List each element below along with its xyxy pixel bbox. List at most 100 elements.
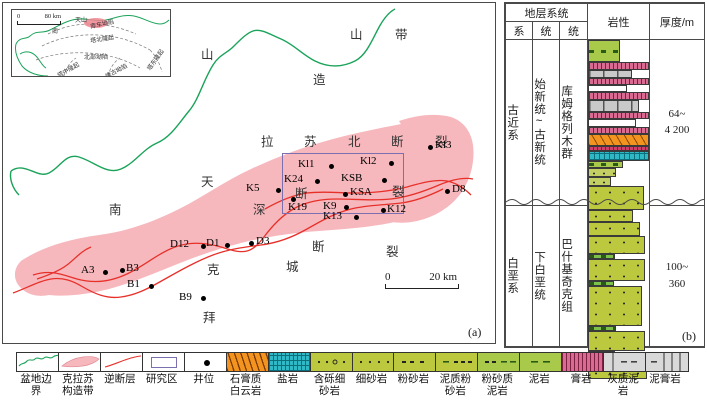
map-region-label: 城: [286, 260, 299, 274]
legend-item: 井位: [183, 352, 228, 386]
well-site-dot[interactable]: [315, 179, 320, 184]
well-site-dot[interactable]: [428, 145, 433, 150]
well-site-dot[interactable]: [382, 178, 387, 183]
legend-item: 克拉苏 构造带: [57, 352, 102, 397]
legend-label: 逆断层: [104, 373, 136, 385]
cell-lithology-column: [587, 39, 650, 379]
legend-label: 含砾细 砂岩: [313, 373, 346, 397]
legend-label: 泥膏岩: [649, 373, 681, 385]
legend-label: 灰质泥岩: [607, 373, 639, 397]
map-region-label: 天: [201, 175, 214, 189]
legend-label: 膏岩: [570, 373, 592, 385]
map-panel: 山山带造天南克拉苏北断裂深断裂断裂城拜 Kl1 Kl2 K24 KSB KSA K19 K9…: [2, 2, 496, 344]
inset-basin-outline-south: [15, 43, 49, 76]
lithology-bed: [588, 281, 614, 286]
well-site-dot[interactable]: [354, 215, 359, 220]
header-thickness: 厚度/m: [649, 3, 705, 40]
map-region-label: 拉: [261, 135, 274, 149]
map-region-label: 山: [350, 28, 363, 42]
legend-item: 石膏质 白云岩: [225, 352, 270, 397]
table-header-row-2: 系 统 统: [505, 21, 705, 40]
well-site-dot[interactable]: [445, 189, 450, 194]
lithology-bed: [588, 112, 649, 119]
well-site-dot[interactable]: [149, 284, 154, 289]
legend-item: 逆断层: [99, 352, 144, 386]
well-site-dot[interactable]: [225, 243, 230, 248]
map-region-label: 克: [207, 263, 220, 277]
lithology-bed: [588, 222, 641, 236]
well-site-dot[interactable]: [201, 244, 206, 249]
gypsum-dolomite-swatch: [225, 352, 270, 372]
silty-mudstone-swatch: [477, 352, 522, 372]
legend-item: 粉砂岩: [393, 352, 438, 386]
lithology-bed: [588, 186, 645, 210]
well-site-label: B3: [126, 262, 139, 274]
table-row: 白垩系 下白垩统 巴什基奇克组 100~ 360: [505, 204, 705, 348]
panel-a-label: (a): [468, 325, 482, 339]
inset-region-label: 塔北隆起: [89, 35, 115, 45]
basin-boundary-line-left: [9, 170, 20, 196]
muddy-siltstone-swatch: [435, 352, 480, 372]
map-region-label: 断: [312, 240, 325, 254]
lithology-bed: [588, 161, 624, 168]
inset-region-label: 库车坳陷: [89, 19, 115, 31]
legend-label: 盆地边界: [20, 373, 52, 397]
well-site-label: D12: [170, 238, 189, 250]
legend-label: 井位: [193, 373, 215, 385]
inset-label-group: 天山南 库车坳陷 塔北隆起 北部坳陷 塔中隆起 塘古坳陷 塔东隆起: [12, 10, 170, 76]
cell-series-eocene-paleocene: 始新统~古新统: [532, 39, 560, 206]
gravelly-fine-sandstone-swatch: [309, 352, 354, 372]
inset-graphics: [15, 15, 170, 76]
header-series-2: 统: [559, 21, 588, 40]
panel-b-label: (b): [682, 329, 696, 343]
lithology-bed: [588, 92, 649, 100]
legend-item: 泥膏岩: [645, 352, 690, 386]
system-label: 古近系: [506, 103, 519, 142]
lithology-bed: [588, 151, 649, 161]
map-region-label: 断: [295, 187, 308, 201]
well-site-dot[interactable]: [120, 268, 125, 273]
well-site-label: Kl1: [298, 158, 315, 170]
inset-region-label: 塘古坳陷: [104, 63, 129, 77]
well-site-dot[interactable]: [249, 241, 254, 246]
cell-thickness-cretaceous: 100~ 360: [649, 204, 705, 348]
well-site-dot[interactable]: [291, 197, 296, 202]
system-label: 白垩系: [506, 257, 519, 295]
lithology-bed: [588, 331, 646, 351]
well-site-dot[interactable]: [389, 161, 394, 166]
well-site-dot[interactable]: [344, 205, 349, 210]
lithology-bed: [588, 40, 620, 62]
lithology-bed: [588, 127, 649, 134]
well-site-dot[interactable]: [381, 208, 386, 213]
lithology-bed: [588, 168, 617, 177]
scalebar-start: 0: [385, 271, 391, 283]
legend-item: 细砂岩: [351, 352, 396, 386]
map-frame: 山山带造天南克拉苏北断裂深断裂断裂城拜 Kl1 Kl2 K24 KSB KSA K19 K9…: [2, 2, 496, 344]
map-region-label: 裂: [386, 245, 399, 259]
well-site-label: Kl3: [435, 139, 452, 151]
map-region-label: 山: [201, 48, 214, 62]
legend-label: 泥岩: [528, 373, 550, 385]
lithology-bed: [588, 177, 612, 186]
legend-item: 盆地边界: [16, 352, 60, 397]
table-header-row-1: 地层系统 岩性 厚度/m: [505, 3, 705, 40]
legend-item: 盐岩: [267, 352, 312, 386]
well-site-dot[interactable]: [329, 164, 334, 169]
header-strat-system: 地层系统: [505, 3, 588, 22]
legend: 盆地边界 克拉苏 构造带 逆断层 研究区 井位 石膏质 白云岩 盐岩 含砾细 砂岩 细砂岩 粉砂岩…: [0, 350, 707, 402]
map-region-label: 深: [253, 203, 266, 217]
well-site-label: K19: [288, 201, 307, 213]
cell-system-cretaceous: 白垩系: [505, 204, 533, 348]
lithology-bed: [588, 259, 646, 281]
inset-subunit-boundaries: [35, 23, 163, 76]
legend-label: 粉砂岩: [397, 373, 430, 385]
cell-thickness-paleogene: 64~ 4 200: [649, 39, 705, 206]
lithology-bed: [588, 119, 636, 127]
well-site-dot[interactable]: [103, 270, 108, 275]
legend-label: 粉砂质 泥岩: [481, 373, 514, 397]
well-site-dot[interactable]: [343, 192, 348, 197]
well-site-dot[interactable]: [201, 296, 206, 301]
well-site-dot[interactable]: [276, 188, 281, 193]
inset-scalebar: 0 80 km: [17, 13, 61, 25]
map-region-label: 带: [395, 28, 408, 42]
